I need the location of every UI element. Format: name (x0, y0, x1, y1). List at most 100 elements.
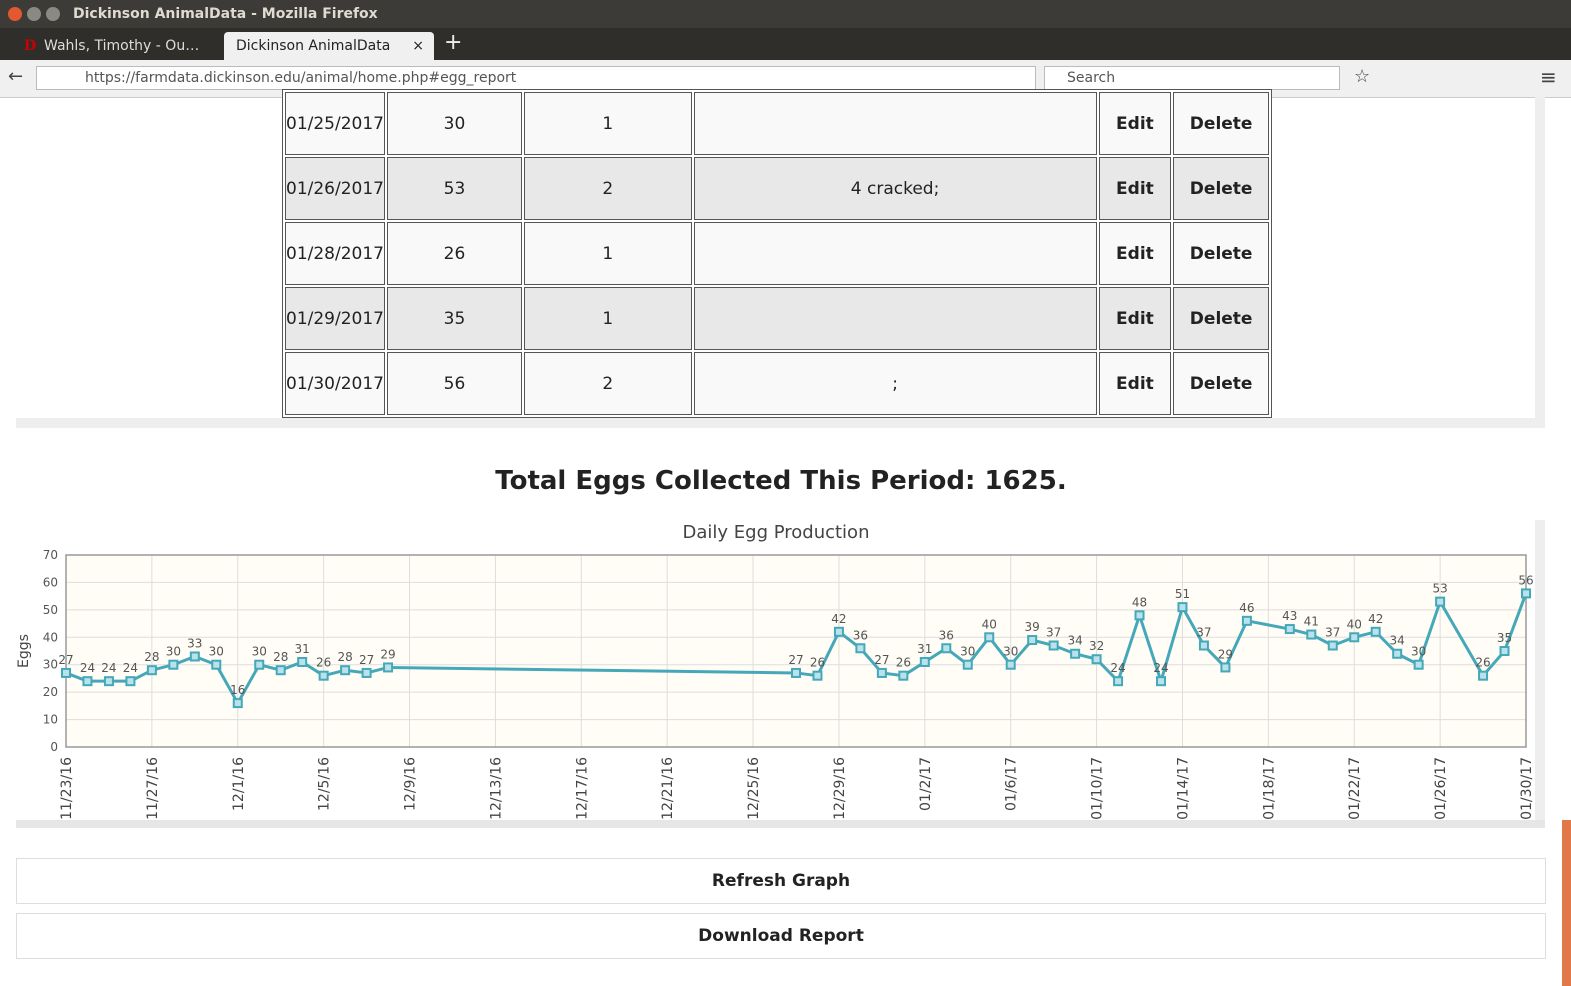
data-point (297, 656, 308, 667)
data-point (1177, 602, 1188, 613)
data-label: 42 (1368, 612, 1383, 626)
y-tick-label: 70 (43, 548, 58, 562)
data-label: 43 (1282, 609, 1297, 623)
delete-button[interactable]: Delete (1173, 352, 1269, 415)
tab[interactable]: D Wahls, Timothy - Ou… (24, 38, 200, 54)
cell-eggs: 26 (386, 222, 522, 285)
data-label: 30 (166, 645, 181, 659)
y-tick-label: 60 (43, 575, 58, 589)
data-point (1435, 596, 1446, 607)
x-tick-label: 01/30/17 (1519, 757, 1535, 820)
table-row: 01/29/2017 35 1 Edit Delete (285, 287, 1269, 350)
data-label: 36 (853, 628, 868, 642)
data-point (383, 662, 394, 673)
data-point (125, 676, 136, 687)
y-axis-label: Eggs (16, 634, 32, 668)
x-tick-label: 11/23/16 (59, 757, 75, 820)
data-point (1499, 646, 1510, 656)
download-button[interactable]: Download Report (16, 913, 1546, 959)
data-point (1113, 676, 1124, 687)
data-point (1478, 670, 1489, 681)
data-label: 36 (939, 628, 954, 642)
data-point (962, 659, 973, 670)
cell-eggs: 30 (386, 92, 522, 155)
data-label: 48 (1132, 595, 1147, 609)
tab[interactable]: Dickinson AnimalData × (224, 32, 434, 60)
data-point (984, 632, 995, 643)
data-point (791, 667, 801, 678)
cell-comment: 4 cracked; (693, 157, 1097, 220)
data-point (1241, 615, 1252, 626)
data-label: 30 (209, 645, 224, 659)
edit-button[interactable]: Edit (1098, 157, 1172, 220)
data-point (1048, 640, 1059, 651)
data-label: 56 (1518, 573, 1533, 587)
delete-button[interactable]: Delete (1173, 157, 1269, 220)
cell-count: 2 (523, 352, 692, 415)
table-row: 01/30/2017 56 2; Edit Delete (285, 352, 1269, 415)
data-label: 29 (1218, 647, 1233, 661)
data-label: 28 (337, 650, 352, 664)
x-tick-label: 01/10/17 (1090, 757, 1106, 820)
cell-count: 2 (523, 157, 692, 220)
delete-button[interactable]: Delete (1173, 92, 1269, 155)
tab-title: Dickinson AnimalData (236, 38, 391, 54)
data-point (876, 667, 887, 678)
data-label: 31 (917, 642, 932, 656)
edit-button[interactable]: Edit (1098, 92, 1172, 155)
data-label: 40 (1347, 617, 1362, 631)
data-label: 28 (273, 650, 288, 664)
y-tick-label: 10 (43, 713, 58, 727)
delete-button[interactable]: Delete (1173, 287, 1269, 350)
data-label: 29 (380, 647, 395, 661)
data-point (812, 670, 823, 681)
data-label: 40 (982, 617, 997, 631)
data-label: 32 (1089, 639, 1104, 653)
data-point (1349, 632, 1360, 643)
search-bar[interactable]: Search (1044, 66, 1340, 90)
x-tick-label: 01/2/17 (918, 757, 934, 811)
edit-button[interactable]: Edit (1098, 222, 1172, 285)
tab-title: Wahls, Timothy - Ou… (44, 38, 200, 54)
data-point (1413, 659, 1424, 670)
cell-date: 01/29/2017 (285, 287, 385, 350)
url: https://farmdata.dickinson.edu/animal/ho… (85, 70, 517, 86)
data-label: 26 (896, 656, 911, 670)
x-tick-label: 12/13/16 (488, 757, 504, 820)
data-label: 31 (295, 642, 310, 656)
plot-border (65, 554, 1527, 748)
data-label: 37 (1196, 626, 1211, 640)
data-point (103, 676, 114, 687)
data-point (1091, 654, 1102, 665)
window-title: Dickinson AnimalData - Mozilla Firefox (73, 6, 378, 22)
data-point (1327, 640, 1338, 651)
y-tick-label: 30 (43, 658, 58, 672)
edit-button[interactable]: Edit (1098, 352, 1172, 415)
data-label: 30 (1003, 645, 1018, 659)
chart-title: Daily Egg Production (683, 522, 870, 543)
data-label: 27 (874, 653, 889, 667)
data-point (254, 659, 265, 670)
cell-date: 01/25/2017 (285, 92, 385, 155)
data-label: 53 (1432, 582, 1447, 596)
data-label: 24 (101, 661, 116, 675)
title-bar: Dickinson AnimalData - Mozilla Firefox (0, 0, 1571, 28)
data-label: 46 (1239, 601, 1254, 615)
x-tick-label: 12/25/16 (746, 757, 762, 820)
data-label: 24 (1110, 661, 1125, 675)
data-point (340, 665, 351, 676)
data-label: 28 (144, 650, 159, 664)
plot-area (66, 555, 1526, 747)
refresh-button[interactable]: Refresh Graph (16, 858, 1546, 904)
x-tick-label: 01/22/17 (1347, 757, 1363, 820)
data-point (82, 676, 93, 687)
cell-date: 01/30/2017 (285, 352, 385, 415)
table-row: 01/28/2017 26 1 Edit Delete (285, 222, 1269, 285)
data-point (211, 659, 222, 670)
delete-button[interactable]: Delete (1173, 222, 1269, 285)
data-point (1156, 676, 1166, 687)
data-point (361, 667, 372, 678)
data-label: 33 (187, 636, 202, 650)
edit-button[interactable]: Edit (1098, 287, 1172, 350)
cell-eggs: 35 (386, 287, 522, 350)
